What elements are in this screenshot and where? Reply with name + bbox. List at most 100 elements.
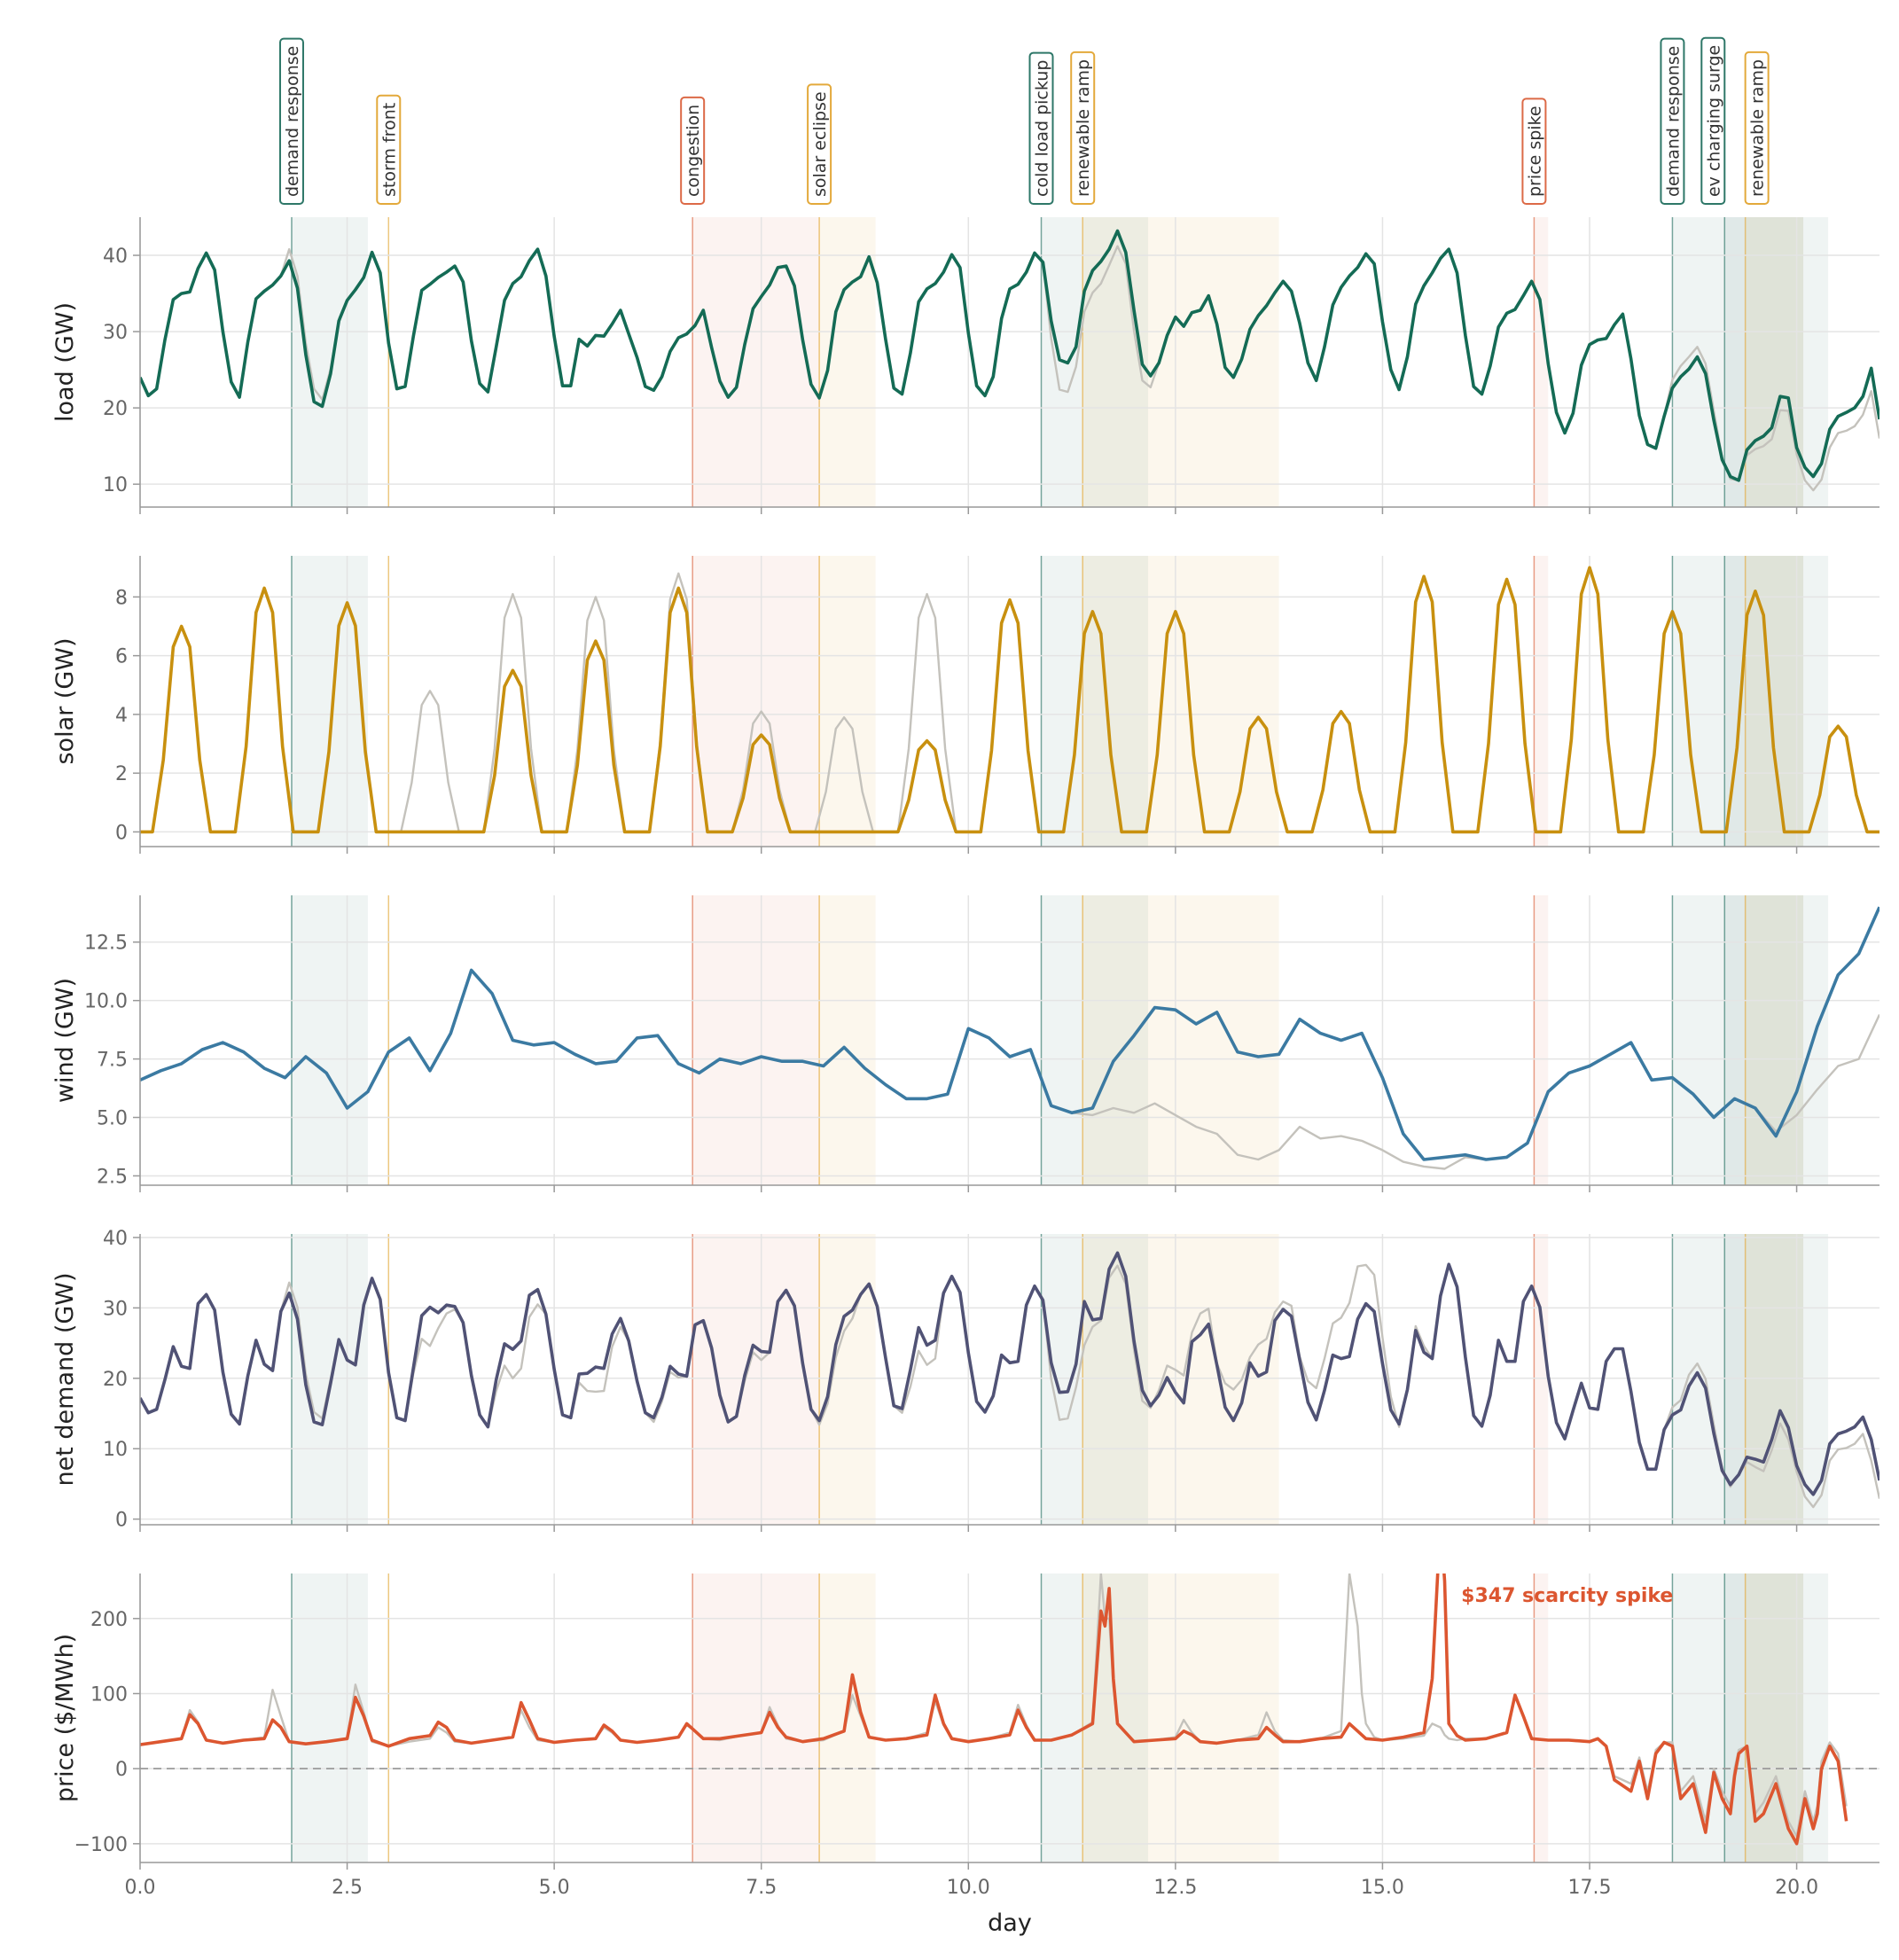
event-label-box: [807, 83, 832, 205]
y-tick-label: 20: [103, 398, 128, 420]
y-tick-label: 8: [115, 587, 128, 609]
event-band-4: [1041, 217, 1149, 507]
event-band-5: [1082, 217, 1279, 507]
event-band-5: [1082, 895, 1279, 1185]
event-band-6: [1534, 1573, 1549, 1862]
event-label-text: ev charging surge: [1704, 45, 1723, 197]
y-tick-label: 7.5: [97, 1050, 128, 1072]
event-label-text: price spike: [1525, 105, 1544, 197]
series-wind-actual: [140, 906, 1879, 1161]
panels: 10 20 30 40 load (GW) 0 2 4 6 8 solar (GW) 2.5 5.0 7.…: [51, 217, 1879, 1870]
event-label-box: [376, 94, 402, 205]
y-tick-label: 40: [103, 246, 128, 268]
event-band-6: [1534, 217, 1549, 507]
x-axis: 0.0 2.5 5.0 7.5 10.0 12.5 15.0 17.5 20.0 day: [125, 1877, 1819, 1937]
event-label-9: renewable ramp: [1744, 51, 1770, 205]
event-band-8: [1724, 895, 1804, 1185]
series-net-actual: [140, 1251, 1879, 1496]
series-solar-actual: [140, 566, 1879, 834]
series-load-baseline: [140, 245, 1879, 492]
x-tick-label: 5.0: [539, 1877, 570, 1899]
panel-price: −100 0 100 200 price ($/MWh) $347 scarcity sp…: [51, 1573, 1879, 1870]
event-label-text: cold load pickup: [1033, 60, 1052, 197]
event-band-2: [692, 1234, 820, 1525]
x-tick-label: 7.5: [746, 1877, 777, 1899]
event-band-2: [692, 217, 820, 507]
event-label-box: [680, 96, 706, 205]
event-band-5: [1082, 556, 1279, 847]
y-axis-title-wind: wind (GW): [51, 978, 79, 1103]
event-label-6: price spike: [1521, 98, 1547, 205]
y-axis-title-price: price ($/MWh): [51, 1634, 79, 1802]
event-band-2: [692, 895, 820, 1185]
event-band-4: [1041, 1573, 1149, 1862]
y-tick-label: 5.0: [97, 1108, 128, 1130]
panel-wind: 2.5 5.0 7.5 10.0 12.5 wind (GW): [51, 895, 1879, 1192]
event-band-6: [1534, 556, 1549, 847]
event-label-box: [1660, 37, 1685, 205]
event-label-text: storm front: [379, 103, 399, 197]
event-label-box: [1028, 51, 1054, 205]
y-tick-label: 30: [103, 1298, 128, 1320]
event-band-6: [1534, 895, 1549, 1185]
event-band-3: [819, 556, 876, 847]
y-tick-label: 200: [90, 1609, 128, 1631]
event-band-0: [291, 217, 368, 507]
y-axis-title-net: net demand (GW): [51, 1272, 79, 1486]
x-tick-label: 0.0: [125, 1877, 156, 1899]
x-axis-title: day: [988, 1909, 1032, 1937]
event-label-text: congestion: [684, 105, 703, 197]
y-tick-label: −100: [74, 1834, 128, 1856]
series-load-actual: [140, 229, 1879, 482]
y-tick-label: 10: [103, 474, 128, 496]
series-price-baseline: [140, 1573, 1848, 1838]
event-label-box: [1070, 51, 1096, 205]
x-tick-label: 2.5: [332, 1877, 363, 1899]
panel-load: 10 20 30 40 load (GW): [51, 217, 1879, 514]
event-band-2: [692, 1573, 820, 1862]
event-band-6: [1534, 1234, 1549, 1525]
event-label-8: ev charging surge: [1700, 36, 1726, 205]
event-label-0: demand response: [278, 37, 304, 205]
y-tick-label: 4: [115, 705, 128, 727]
y-tick-label: 10: [103, 1439, 128, 1461]
event-label-3: solar eclipse: [807, 83, 832, 205]
event-label-7: demand response: [1660, 37, 1685, 205]
event-band-0: [291, 556, 368, 847]
event-label-4: cold load pickup: [1028, 51, 1054, 205]
panel-net: 0 10 20 30 40 net demand (GW): [51, 1228, 1879, 1532]
event-label-text: demand response: [283, 46, 302, 197]
event-band-9: [1745, 895, 1804, 1185]
y-tick-label: 100: [90, 1683, 128, 1706]
x-tick-label: 12.5: [1153, 1877, 1197, 1899]
y-tick-label: 20: [103, 1369, 128, 1391]
x-tick-label: 20.0: [1775, 1877, 1818, 1899]
event-label-box: [278, 37, 304, 205]
event-band-4: [1041, 556, 1149, 847]
y-tick-label: 12.5: [84, 933, 128, 955]
event-label-2: congestion: [680, 96, 706, 205]
event-label-box: [1700, 36, 1726, 205]
event-band-7: [1672, 895, 1829, 1185]
event-label-text: solar eclipse: [810, 91, 830, 197]
y-tick-label: 2.5: [97, 1166, 128, 1188]
event-label-text: demand response: [1663, 46, 1683, 197]
event-label-5: renewable ramp: [1070, 51, 1096, 205]
y-tick-label: 10.0: [84, 991, 128, 1013]
event-band-5: [1082, 1573, 1279, 1862]
x-tick-label: 15.0: [1361, 1877, 1404, 1899]
y-tick-label: 0: [115, 1510, 128, 1532]
series-net-baseline: [140, 1263, 1879, 1509]
x-tick-label: 17.5: [1568, 1877, 1612, 1899]
event-band-9: [1745, 1234, 1804, 1525]
y-axis-title-solar: solar (GW): [51, 637, 79, 764]
scarcity-spike-annotation: $347 scarcity spike: [1461, 1585, 1673, 1607]
x-tick-label: 10.0: [947, 1877, 990, 1899]
y-axis-title-load: load (GW): [51, 302, 79, 422]
series-price-actual: [140, 1573, 1848, 1846]
event-band-3: [819, 895, 876, 1185]
y-tick-label: 2: [115, 763, 128, 785]
event-band-4: [1041, 1234, 1149, 1525]
event-band-9: [1745, 556, 1804, 847]
